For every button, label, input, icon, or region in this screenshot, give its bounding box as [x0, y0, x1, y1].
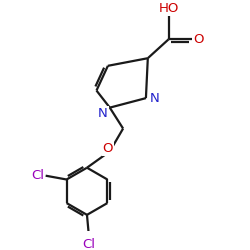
Text: N: N [150, 92, 159, 106]
Text: O: O [193, 33, 204, 46]
Text: Cl: Cl [82, 238, 96, 250]
Text: O: O [103, 142, 113, 155]
Text: HO: HO [158, 2, 179, 15]
Text: Cl: Cl [31, 169, 44, 182]
Text: N: N [98, 107, 108, 120]
